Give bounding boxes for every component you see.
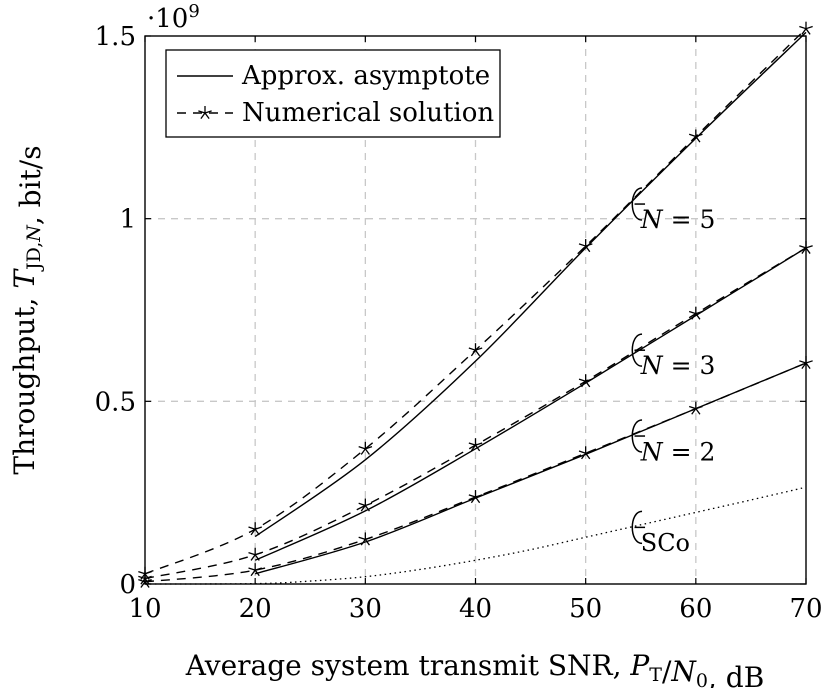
y-scale-label: ·109 bbox=[147, 1, 200, 34]
annotation-label-n-2: N = 2 bbox=[640, 438, 716, 467]
series-n-2-point-40 bbox=[468, 490, 483, 504]
x-tick-label-60: 60 bbox=[679, 594, 712, 624]
legend: Approx. asymptote Numerical solution bbox=[165, 49, 501, 138]
annotation-layer: N = 5 N = 3 N = 2 SCo bbox=[631, 187, 716, 557]
annotation-label-n-5: N = 5 bbox=[640, 205, 716, 234]
series-sco-line bbox=[144, 486, 807, 585]
series-n-3-point-40 bbox=[468, 438, 483, 452]
x-tick-label-20: 20 bbox=[239, 594, 272, 624]
annotation-brace-n-5 bbox=[631, 187, 643, 221]
series-n-5-point-50 bbox=[578, 239, 593, 253]
series-n-2-point-60 bbox=[688, 401, 703, 415]
series-layer bbox=[138, 21, 813, 588]
series-n-3-point-20 bbox=[248, 547, 263, 561]
legend-item-approx-asymptote: Approx. asymptote bbox=[177, 61, 490, 91]
series-n-5-point-40 bbox=[468, 343, 483, 357]
series-n-5-point-60 bbox=[688, 129, 703, 143]
series-n-5-point-70 bbox=[799, 21, 813, 35]
y-tick-label-0: 0 bbox=[119, 570, 136, 600]
series-n-3-point-50 bbox=[578, 374, 593, 388]
series-n-2-point-30 bbox=[358, 532, 373, 546]
y-tick-label-1.5: 1.5 bbox=[95, 22, 136, 52]
series-n-5-point-20 bbox=[248, 522, 263, 536]
annotation-brace-n-2 bbox=[631, 419, 643, 453]
y-axis-title: Throughput, TJD,N, bit/s bbox=[8, 145, 47, 474]
annotation-label-n-3: N = 3 bbox=[640, 351, 716, 380]
legend-item-numerical-solution: Numerical solution bbox=[177, 98, 494, 128]
annotation-label-sco: SCo bbox=[641, 529, 690, 557]
series-n-5-point-30 bbox=[358, 441, 373, 455]
legend-box bbox=[165, 49, 501, 138]
series-n-3-asymptote bbox=[254, 247, 807, 561]
x-tick-label-10: 10 bbox=[128, 594, 161, 624]
series-n-3-point-60 bbox=[688, 306, 703, 320]
tick-layer: 10 20 30 40 50 60 70 0 0.5 1 1.5 bbox=[95, 22, 823, 624]
series-n-2-point-20 bbox=[248, 563, 263, 577]
y-tick-label-1: 1 bbox=[119, 205, 136, 235]
series-n-2-point-50 bbox=[578, 446, 593, 460]
x-tick-label-40: 40 bbox=[459, 594, 492, 624]
x-tick-label-30: 30 bbox=[349, 594, 382, 624]
series-n-2-asymptote bbox=[254, 362, 807, 575]
annotation-brace-n-3 bbox=[631, 333, 643, 367]
legend-label-numerical-solution: Numerical solution bbox=[242, 98, 494, 128]
legend-label-approx-asymptote: Approx. asymptote bbox=[241, 61, 490, 91]
x-tick-label-50: 50 bbox=[569, 594, 602, 624]
x-axis-title: Average system transmit SNR, PT/N0, dB bbox=[185, 649, 765, 688]
annotation-brace-sco bbox=[631, 510, 643, 545]
series-n-5-asymptote bbox=[254, 31, 807, 538]
x-tick-label-70: 70 bbox=[789, 594, 822, 624]
series-n-3-point-30 bbox=[358, 498, 373, 512]
legend-swatch-star-marker bbox=[198, 106, 212, 120]
y-tick-label-0.5: 0.5 bbox=[95, 387, 136, 417]
